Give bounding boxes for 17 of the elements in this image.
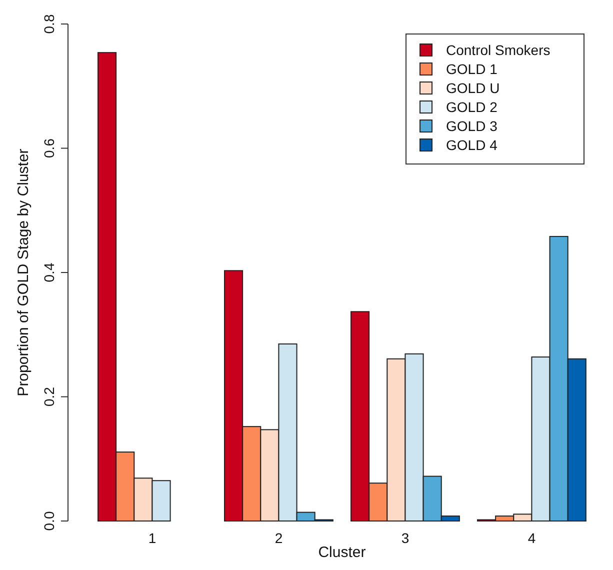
- x-tick-label: 3: [401, 530, 410, 546]
- y-tick-label: 0.4: [41, 262, 57, 282]
- legend-label: Control Smokers: [446, 42, 550, 58]
- legend-label: GOLD 3: [446, 118, 498, 134]
- legend-label: GOLD U: [446, 80, 500, 96]
- y-axis-title: Proportion of GOLD Stage by Cluster: [15, 148, 32, 396]
- y-tick-label: 0.6: [41, 138, 57, 158]
- x-tick-label: 2: [274, 530, 283, 546]
- x-axis-title: Cluster: [318, 544, 366, 561]
- legend-label: GOLD 2: [446, 99, 498, 115]
- x-tick-label: 4: [528, 530, 536, 546]
- y-tick-label: 0.0: [41, 511, 57, 531]
- y-tick-label: 0.2: [41, 386, 57, 406]
- legend-label: GOLD 1: [446, 61, 498, 77]
- y-tick-label: 0.8: [41, 14, 57, 34]
- legend-label: GOLD 4: [446, 137, 498, 153]
- x-tick-label: 1: [148, 530, 156, 546]
